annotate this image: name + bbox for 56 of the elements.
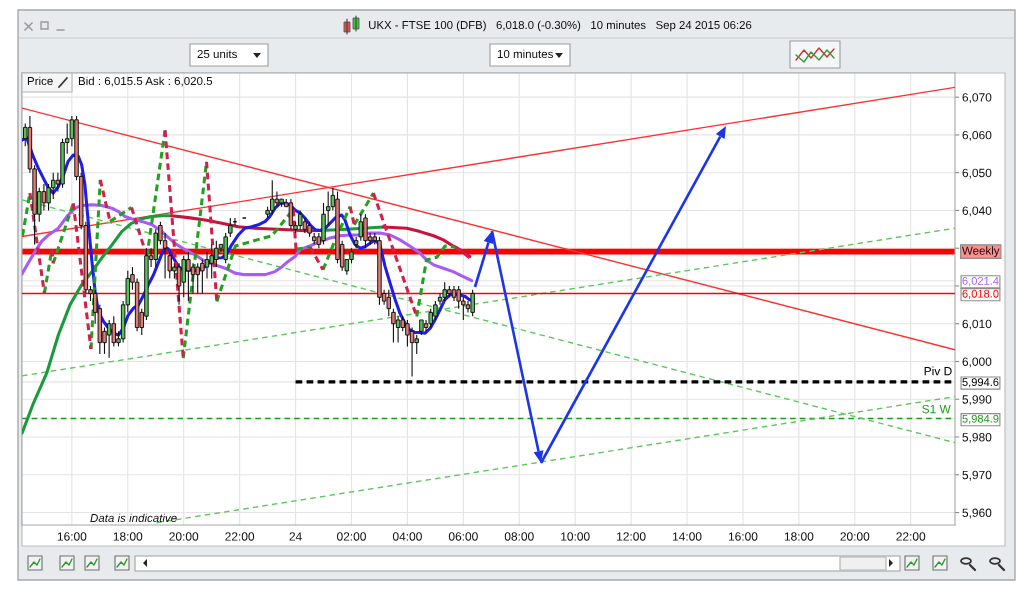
candlestick <box>414 334 419 355</box>
x-tick-label: 20:00 <box>840 532 870 541</box>
x-tick-label: 06:00 <box>448 532 478 541</box>
y-tick-label: 6,021.4 <box>962 276 999 287</box>
y-tick-label: 5,970 <box>962 470 992 481</box>
annotation: Bid : 6,015.5 Ask : 6,020.5 <box>78 76 213 87</box>
text: 10 minutes <box>497 49 553 59</box>
x-tick-label: 18:00 <box>784 532 814 541</box>
ref-line-label: S1 W <box>922 404 951 414</box>
x-tick-label: 16:00 <box>728 532 758 541</box>
candlestick <box>223 232 228 264</box>
x-tick-label: 22:00 <box>225 532 255 541</box>
x-tick-label: 24 <box>289 532 302 541</box>
y-tick-label: 5,984.9 <box>962 414 999 424</box>
candlestick <box>41 183 47 212</box>
x-tick-label: 10:00 <box>561 532 590 541</box>
y-tick-label: 6,010 <box>962 319 992 330</box>
x-tick-label: 04:00 <box>392 532 422 541</box>
x-tick-label: 12:00 <box>617 532 646 541</box>
text: 25 units <box>197 49 237 59</box>
candlestick <box>391 308 396 344</box>
x-tick-label: 18:00 <box>113 532 143 541</box>
y-tick-label: 6,070 <box>962 93 992 104</box>
annotation: Data is indicative <box>90 513 177 523</box>
candlestick <box>106 319 112 359</box>
ref-line-label: Weekly <box>961 246 1000 257</box>
x-tick-label: 22:00 <box>896 532 926 541</box>
candlestick <box>176 262 182 306</box>
x-tick-label: 14:00 <box>673 532 702 541</box>
candlestick <box>228 217 233 238</box>
y-tick-label: 5,980 <box>962 433 992 443</box>
y-tick-label: 6,018.0 <box>962 289 999 299</box>
candlestick <box>190 262 196 295</box>
candlestick <box>395 315 401 344</box>
candlestick <box>50 172 56 200</box>
y-tick-label: 6,000 <box>962 357 992 368</box>
x-tick-label: 16:00 <box>57 532 87 541</box>
series-label: Piv D <box>924 366 952 376</box>
x-tick-label: 08:00 <box>504 532 534 541</box>
chart-title: UKX - FTSE 100 (DFB) 6,018.0 (-0.30%) 10 minutes Sep 24 2015 06:26 <box>369 20 752 32</box>
y-tick-label: 6,040 <box>962 206 992 217</box>
candlestick <box>274 191 280 208</box>
x-tick-label: 02:00 <box>337 532 366 541</box>
candlestick <box>288 198 294 230</box>
y-tick-label: 5,960 <box>962 508 992 519</box>
candlestick <box>325 191 331 227</box>
y-tick-label: 5,990 <box>962 395 992 406</box>
annotation: Price <box>27 76 53 86</box>
candlestick <box>470 289 475 317</box>
candlestick <box>204 251 210 279</box>
y-tick-label: 6,060 <box>962 130 992 141</box>
y-tick-label: 6,050 <box>962 168 992 179</box>
x-tick-label: 20:00 <box>169 532 199 541</box>
y-tick-label: 5,994.6 <box>962 378 999 388</box>
candlestick <box>297 209 303 230</box>
candlestick <box>386 289 392 317</box>
